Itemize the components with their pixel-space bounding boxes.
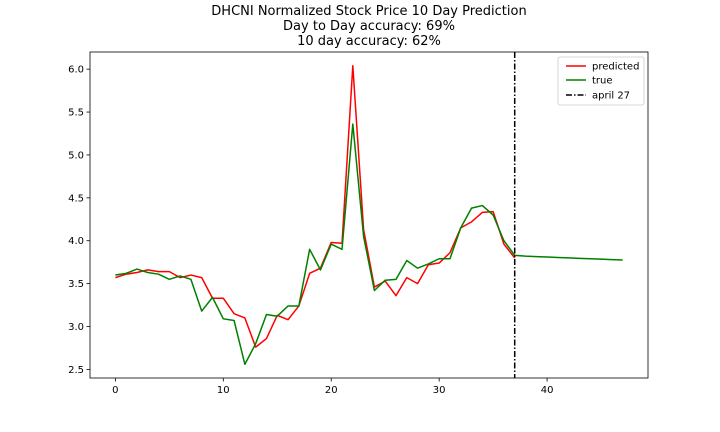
y-tick-label: 3.0	[68, 322, 84, 333]
chart-title-block: DHCNI Normalized Stock Price 10 Day Pred…	[90, 4, 648, 49]
y-tick-label: 4.0	[68, 236, 84, 247]
y-tick-label: 5.5	[68, 108, 84, 119]
y-tick-label: 6.0	[68, 65, 84, 76]
y-tick-label: 4.5	[68, 193, 84, 204]
x-tick-label: 30	[433, 385, 446, 396]
legend-label-april-27: april 27	[592, 91, 630, 102]
x-tick-label: 0	[112, 385, 118, 396]
y-axis-ticks: 2.5 3.0 3.5 4.0 4.5 5.0 5.5 6.0	[68, 65, 90, 376]
chart-title: DHCNI Normalized Stock Price 10 Day Pred…	[211, 4, 527, 19]
legend: predicted true april 27	[557, 56, 645, 106]
plot-lines	[115, 52, 623, 378]
series-line-true	[115, 123, 623, 366]
x-tick-label: 20	[325, 385, 338, 396]
y-tick-label: 5.0	[68, 150, 84, 161]
x-tick-label: 40	[541, 385, 554, 396]
chart-subtitle-day-accuracy: Day to Day accuracy: 69%	[283, 19, 455, 34]
y-tick-label: 3.5	[68, 279, 84, 290]
legend-label-predicted: predicted	[592, 62, 639, 73]
axes-frame	[89, 51, 649, 379]
series-line-predicted	[115, 64, 516, 348]
x-axis-ticks: 0 10 20 30 40	[112, 378, 553, 396]
x-tick-label: 10	[217, 385, 230, 396]
y-tick-label: 2.5	[68, 365, 84, 376]
chart-subtitle-ten-day-accuracy: 10 day accuracy: 62%	[297, 34, 441, 49]
legend-box	[557, 56, 645, 106]
legend-label-true: true	[592, 76, 613, 87]
